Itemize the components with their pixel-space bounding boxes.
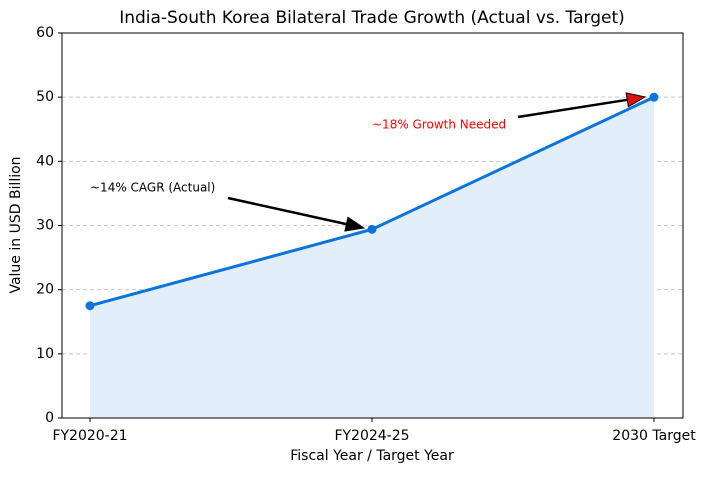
x-axis-label: Fiscal Year / Target Year	[290, 448, 454, 464]
annotation-arrow	[227, 196, 351, 227]
y-tick-label: 30	[36, 218, 54, 234]
y-axis-label: Value in USD Billion	[8, 156, 24, 293]
point	[649, 92, 659, 102]
x-tick-label: 2030 Target	[612, 428, 696, 444]
y-tick-label: 60	[36, 25, 54, 41]
y-tick-label: 20	[36, 282, 54, 298]
x-tick-label: FY2024-25	[334, 428, 409, 444]
x-tick-label: FY2020-21	[52, 428, 127, 444]
point	[85, 301, 95, 311]
annotation: ~14% CAGR (Actual)	[90, 181, 215, 195]
annotation: ~18% Growth Needed	[372, 118, 506, 132]
annotation-arrow	[517, 97, 632, 119]
point	[367, 224, 377, 234]
y-tick-label: 0	[45, 410, 54, 426]
arrow-head	[625, 92, 647, 108]
area	[90, 97, 654, 419]
y-tick-label: 40	[36, 153, 54, 169]
y-tick-label: 50	[36, 89, 54, 105]
y-tick-label: 10	[36, 346, 54, 362]
arrow-head	[344, 216, 366, 232]
chart-title: India-South Korea Bilateral Trade Growth…	[119, 8, 625, 28]
